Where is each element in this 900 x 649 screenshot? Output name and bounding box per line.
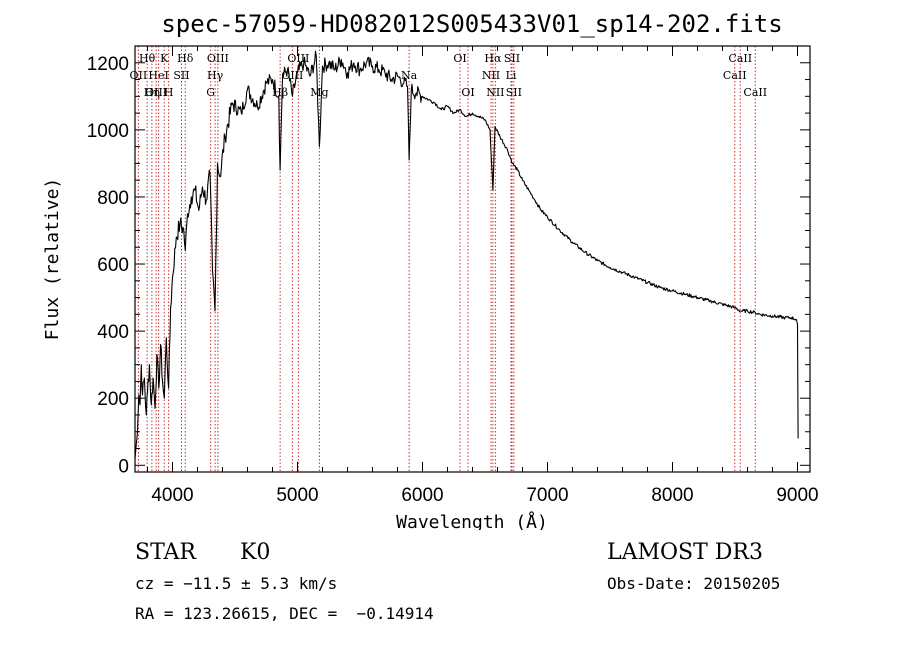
redshift-line: cz = −11.5 ± 5.3 km/s [135,574,338,593]
y-tick-label: 600 [97,255,129,276]
spectral-line-label: OI [453,52,466,65]
x-tick-label: 7000 [526,485,568,506]
spectral-line-label: NII [482,69,500,82]
chart-title: spec-57059-HD082012S005433V01_sp14-202.f… [161,10,782,38]
y-axis-ticks: 0 200 400 600 800 1000 1200 [87,54,810,477]
x-axis-label: Wavelength (Å) [396,511,548,530]
y-tick-label: 1200 [87,54,129,75]
spectral-reference-lines [137,46,756,472]
y-tick-label: 800 [97,188,129,209]
spectral-line-label: Hη [144,86,160,99]
x-tick-label: 9000 [776,485,818,506]
spectral-line-label: K [160,52,169,65]
y-tick-label: 0 [118,456,129,477]
spectral-line-label: H [164,86,174,99]
spectral-line-label: OIII [145,86,167,99]
spectral-line-label: Na [401,69,418,82]
spectral-line-label: CaII [723,69,747,82]
spectral-line-label: CaII [743,86,767,99]
x-tick-label: 8000 [651,485,693,506]
spectral-line-label: Mg [310,86,328,99]
spectral-line-label: CaII [728,52,752,65]
spectral-line-label: HeI [148,69,168,82]
spectral-line-label: SII [173,69,189,82]
survey-name: LAMOST DR3 [607,540,763,565]
coordinates: RA = 123.26615, DEC = −0.14914 [135,604,434,623]
spectral-line-label: SII [504,52,520,65]
spectral-line-label: OIII [207,52,229,65]
spectral-line-label: OII [130,69,148,82]
x-axis-ticks: 4000 5000 6000 7000 8000 9000 [147,46,819,506]
x-tick-label: 5000 [276,485,318,506]
spectral-line-label: Hγ [207,69,224,82]
spectral-line-label: G [206,86,215,99]
y-tick-label: 400 [97,322,129,343]
spectrum-chart: spec-57059-HD082012S005433V01_sp14-202.f… [42,10,819,530]
y-tick-label: 200 [97,389,129,410]
spectral-line-label: OIII [287,52,309,65]
y-axis-label: Flux (relative) [42,178,63,341]
y-tick-label: 1000 [87,121,129,142]
object-type: STAR [135,540,196,565]
spectral-line-label: NII [486,86,504,99]
x-tick-label: 6000 [401,485,443,506]
spectral-line-label: Li [506,69,517,82]
spectral-subclass: K0 [240,540,271,565]
obs-date: Obs-Date: 20150205 [607,574,781,593]
spectral-line-label: Hδ [177,52,194,65]
x-tick-label: 4000 [151,485,193,506]
spectrum-curve [134,50,799,459]
spectral-line-label: OI [461,86,474,99]
spectral-line-label: Hα [484,52,502,65]
spectral-line-label: SII [506,86,522,99]
spectral-line-label: Hθ [139,52,156,65]
